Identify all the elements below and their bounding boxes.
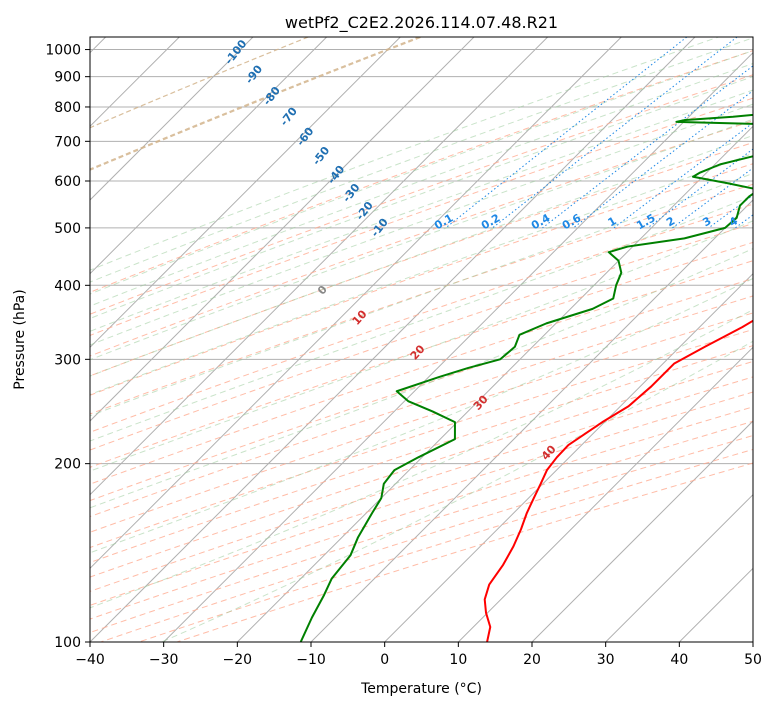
y-tick-label: 500 xyxy=(54,221,81,237)
y-axis-title: Pressure (hPa) xyxy=(12,289,28,389)
dewpoint-profile-line xyxy=(299,113,753,642)
dry-adiabat-line xyxy=(90,163,753,396)
dry-adiabat-line xyxy=(90,97,753,336)
x-tick-label: 30 xyxy=(597,652,615,668)
y-tick-label: 300 xyxy=(54,352,81,368)
dry-adiabat-line xyxy=(90,74,753,315)
profile-lines xyxy=(299,113,753,642)
dry-adiabat-line xyxy=(90,391,753,606)
x-tick-label: 20 xyxy=(523,652,541,668)
mixing-ratio-line xyxy=(572,90,753,229)
moist-adiabat-line xyxy=(90,50,753,295)
isotherm-gridline xyxy=(236,125,753,642)
isotherm-gridline xyxy=(90,37,622,570)
moist-adiabat-line xyxy=(90,277,753,554)
dry-adiabat-line xyxy=(90,120,753,357)
dry-adiabat-line xyxy=(90,223,753,451)
x-tick-label: 50 xyxy=(744,652,762,668)
plot-frame xyxy=(89,36,754,643)
moist-adiabat-line xyxy=(90,152,753,396)
isotherm-gridline xyxy=(531,420,753,642)
dry-adiabat-line xyxy=(90,278,753,502)
isotherm-gridline xyxy=(90,37,475,422)
moist-adiabat-line xyxy=(90,37,753,283)
moist-adiabat-line xyxy=(90,220,753,472)
dry-adiabat-line xyxy=(90,260,753,485)
mixing-ratio-line xyxy=(492,37,738,229)
isotherm-gridline xyxy=(384,272,753,642)
x-tick-label: 10 xyxy=(449,652,467,668)
x-tick-label: −20 xyxy=(223,652,253,668)
x-axis-title: Temperature (°C) xyxy=(360,681,482,697)
x-tick-label: 40 xyxy=(670,652,688,668)
dry-adiabat-line xyxy=(90,328,753,549)
temperature-profile-line xyxy=(483,319,753,642)
isotherm-gridline xyxy=(90,37,401,349)
y-tick-label: 900 xyxy=(54,70,81,86)
chart-title: wetPf2_C2E2.2026.114.07.48.R21 xyxy=(285,13,558,33)
moist-adiabat-line xyxy=(90,37,720,271)
x-tick-label: 0 xyxy=(380,652,389,668)
x-tick-label: −30 xyxy=(149,652,179,668)
isotherm-gridline xyxy=(163,51,753,642)
isotherm-gridline xyxy=(605,493,753,642)
moist-adiabat-line xyxy=(90,248,753,509)
moist-adiabat-line xyxy=(90,62,753,307)
isotherm-gridline xyxy=(90,37,549,496)
plot-background xyxy=(90,37,753,642)
isotherm-gridline xyxy=(457,346,753,642)
reference-adiabat-curve xyxy=(90,37,421,171)
y-tick-label: 1000 xyxy=(45,43,81,59)
moist-adiabat-line xyxy=(90,134,753,377)
moist-adiabat-line xyxy=(90,172,753,417)
axes: −40 −30 −20 −10 0 10 20 30 40 50 100 200 300 400 500 60… xyxy=(45,43,762,668)
isotherm-gridline xyxy=(752,641,753,642)
moist-adiabat-line xyxy=(90,89,753,332)
mixing-ratio-line xyxy=(542,65,753,229)
background-lines xyxy=(90,37,753,642)
y-tick-label: 700 xyxy=(54,134,81,150)
y-tick-label: 200 xyxy=(54,457,81,473)
isotherm-gridline xyxy=(90,37,696,642)
dry-adiabat-line xyxy=(90,142,753,377)
y-tick-label: 800 xyxy=(54,100,81,116)
y-tick-label: 100 xyxy=(54,635,81,651)
isotherm-gridline xyxy=(90,37,254,201)
dry-adiabat-line xyxy=(90,360,753,578)
x-tick-label: −40 xyxy=(75,652,105,668)
dry-adiabat-line xyxy=(90,312,753,533)
x-tick-label: −10 xyxy=(296,652,326,668)
dry-adiabat-line xyxy=(90,50,753,293)
isotherm-gridline xyxy=(310,199,753,642)
isotherm-gridline xyxy=(90,37,328,275)
y-tick-label: 400 xyxy=(54,278,81,294)
y-tick-label: 600 xyxy=(54,174,81,190)
